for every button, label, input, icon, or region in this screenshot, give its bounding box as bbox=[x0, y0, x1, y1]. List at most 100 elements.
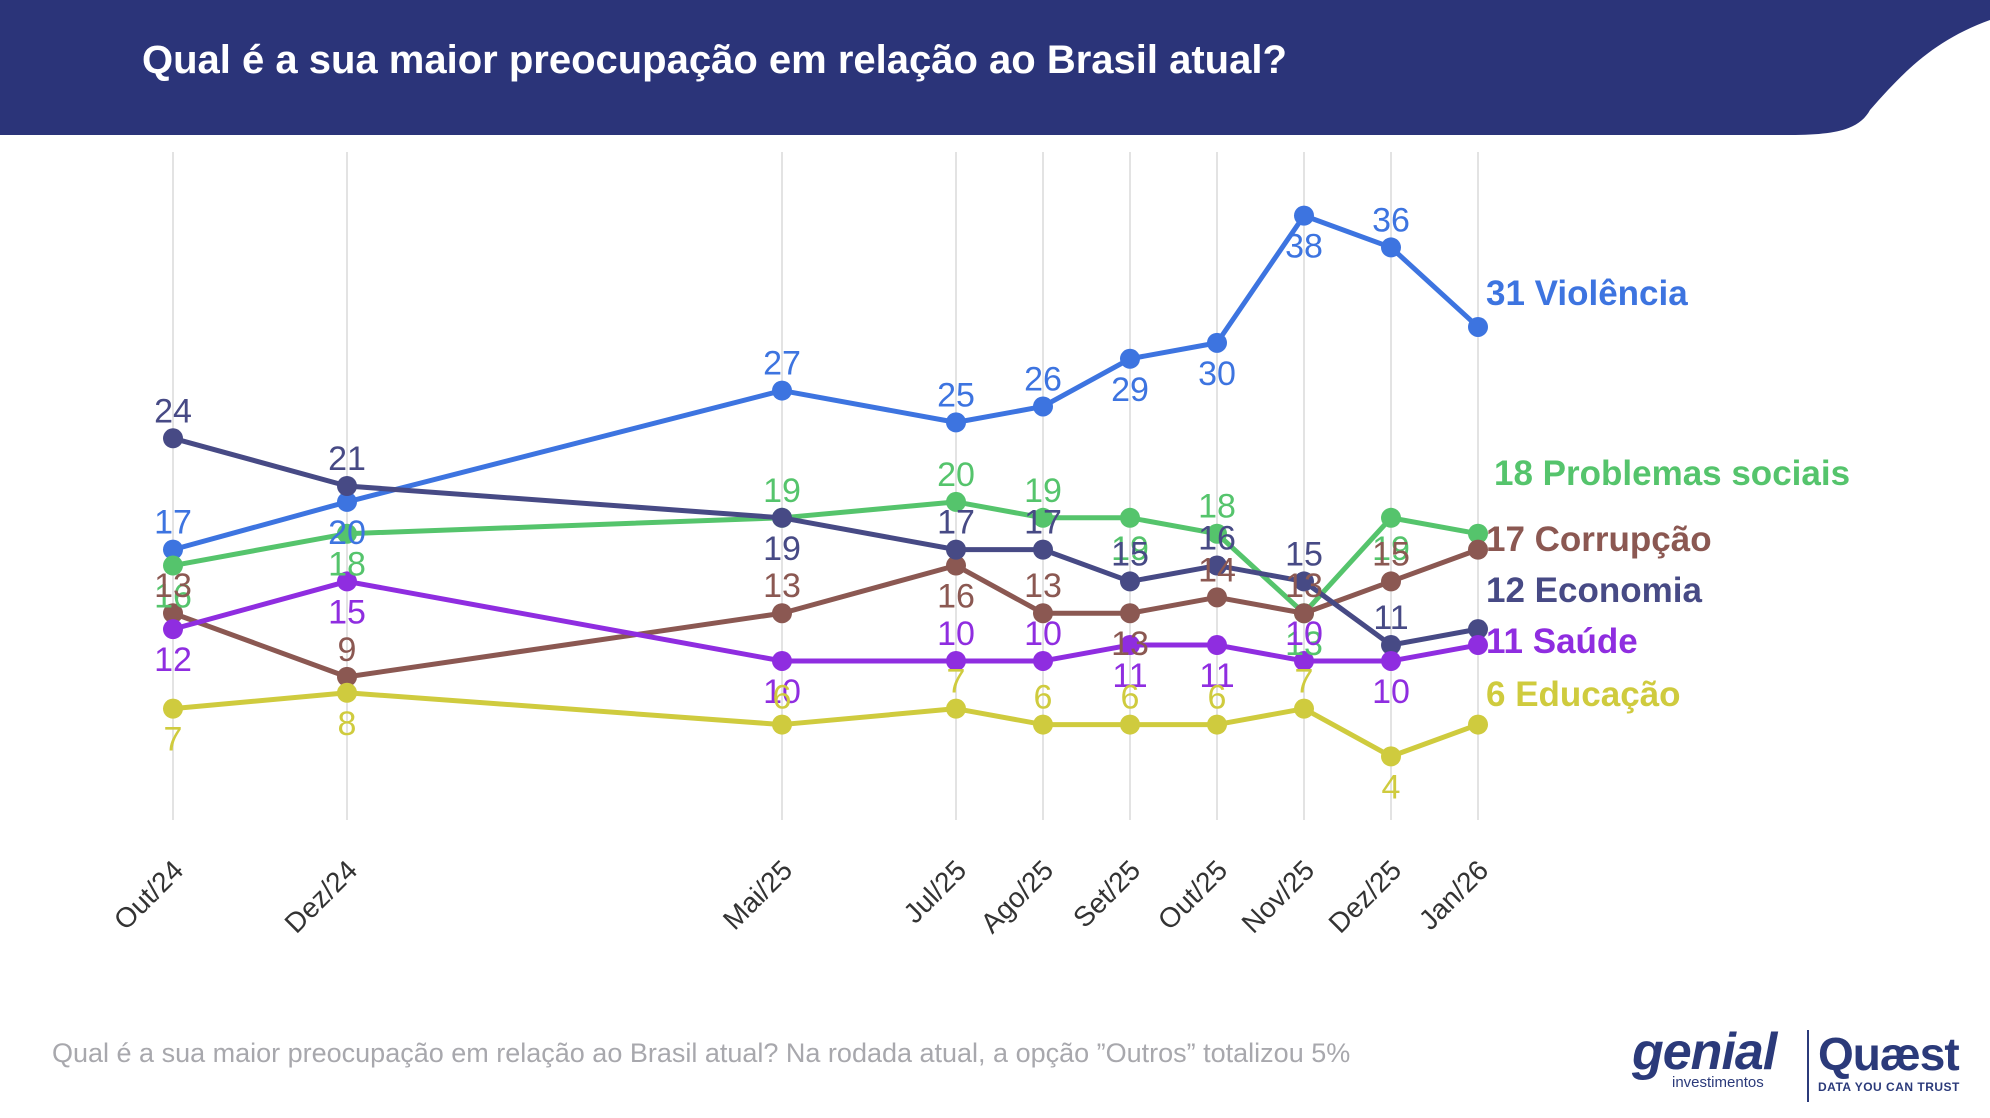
series-economia bbox=[163, 428, 1488, 656]
data-label: 7 bbox=[1295, 663, 1314, 701]
data-label: 18 bbox=[328, 546, 366, 584]
data-point bbox=[1381, 507, 1401, 528]
series-line bbox=[170, 690, 1481, 759]
data-label: 17 bbox=[937, 504, 975, 542]
series-line bbox=[170, 499, 1481, 616]
data-label: 10 bbox=[1024, 615, 1062, 653]
data-label: 19 bbox=[763, 472, 801, 510]
chart-series bbox=[163, 205, 1488, 767]
data-point bbox=[772, 603, 792, 624]
data-label: 19 bbox=[1111, 530, 1149, 568]
data-label: 13 bbox=[1285, 625, 1323, 663]
data-point bbox=[1468, 635, 1488, 656]
data-label: 13 bbox=[154, 567, 192, 605]
data-point bbox=[1294, 650, 1314, 671]
data-label: 13 bbox=[1285, 567, 1323, 605]
genial-logo-sub: investimentos bbox=[1672, 1074, 1764, 1091]
data-label: 16 bbox=[1198, 520, 1236, 558]
data-point bbox=[772, 507, 792, 528]
data-label: 20 bbox=[937, 456, 975, 494]
data-point bbox=[1381, 746, 1401, 767]
series-violência bbox=[163, 205, 1488, 560]
data-label: 14 bbox=[1198, 551, 1236, 589]
genial-logo-word: genial bbox=[1632, 1023, 1777, 1081]
data-point bbox=[1381, 635, 1401, 656]
data-label: 6 bbox=[1208, 679, 1227, 717]
data-label: 21 bbox=[328, 440, 366, 478]
data-point bbox=[1381, 237, 1401, 258]
series-saúde bbox=[163, 571, 1488, 671]
data-point bbox=[772, 714, 792, 735]
data-label: 13 bbox=[1111, 625, 1149, 663]
data-label: 6 bbox=[1121, 679, 1140, 717]
data-label: 25 bbox=[937, 376, 975, 414]
data-label: 7 bbox=[164, 721, 183, 759]
data-label: 38 bbox=[1285, 228, 1323, 266]
header-bar bbox=[0, 0, 1990, 135]
data-label: 8 bbox=[338, 705, 357, 743]
end-label-corrupção: 17 Corrupção bbox=[1486, 520, 1712, 559]
data-point bbox=[337, 571, 357, 592]
genial-logo: genial investimentos bbox=[1632, 1023, 1777, 1091]
data-label: 11 bbox=[1199, 657, 1234, 695]
x-tick-label: Set/25 bbox=[1067, 854, 1146, 933]
data-label: 6 bbox=[1034, 679, 1053, 717]
data-point bbox=[1207, 635, 1227, 656]
data-label: 12 bbox=[154, 641, 192, 679]
data-point bbox=[1294, 571, 1314, 592]
end-label-economia: 12 Economia bbox=[1486, 571, 1702, 610]
data-point bbox=[163, 698, 183, 719]
x-tick-label: Jul/25 bbox=[897, 854, 972, 929]
series-line bbox=[170, 578, 1481, 664]
data-point bbox=[1120, 714, 1140, 735]
end-label-problemas-sociais: 18 Problemas sociais bbox=[1494, 454, 1850, 493]
data-point bbox=[163, 428, 183, 449]
data-label: 16 bbox=[154, 578, 192, 616]
line-chart: Out/24 Dez/24 Mai/25 Jul/25 Ago/25 Set/25 Out/… bbox=[108, 152, 1850, 939]
data-point bbox=[946, 698, 966, 719]
data-point bbox=[1294, 603, 1314, 624]
data-label: 16 bbox=[937, 578, 975, 616]
data-label: 20 bbox=[328, 514, 366, 552]
data-label: 11 bbox=[1373, 599, 1408, 637]
x-tick-label: Out/25 bbox=[1152, 854, 1233, 935]
data-point bbox=[1033, 650, 1053, 671]
data-point bbox=[337, 682, 357, 703]
data-label: 6 bbox=[773, 679, 792, 717]
data-label: 17 bbox=[154, 504, 192, 542]
series-corrupção bbox=[163, 539, 1488, 687]
page-title: Qual é a sua maior preocupação em relaçã… bbox=[142, 38, 1287, 82]
data-label: 19 bbox=[1372, 530, 1410, 568]
series-line bbox=[170, 213, 1481, 553]
data-label: 7 bbox=[947, 663, 966, 701]
end-labels: 31 Violência 18 Problemas sociais 17 Corru… bbox=[1486, 274, 1850, 714]
data-point bbox=[1120, 603, 1140, 624]
data-point bbox=[772, 650, 792, 671]
data-label: 27 bbox=[763, 345, 801, 383]
quaest-logo-word: Quæst bbox=[1818, 1028, 1960, 1080]
x-tick-label: Out/24 bbox=[108, 854, 189, 935]
quaest-logo: Quæst DATA YOU CAN TRUST bbox=[1818, 1030, 1960, 1096]
data-label: 26 bbox=[1024, 360, 1062, 398]
data-label: 19 bbox=[763, 530, 801, 568]
data-point bbox=[163, 539, 183, 560]
data-point bbox=[163, 555, 183, 576]
data-label: 10 bbox=[1372, 673, 1410, 711]
x-tick-label: Dez/24 bbox=[279, 854, 364, 939]
data-point bbox=[772, 380, 792, 401]
footnote: Qual é a sua maior preocupação em relaçã… bbox=[52, 1038, 1351, 1068]
data-point bbox=[163, 603, 183, 624]
data-label: 9 bbox=[338, 631, 357, 669]
data-label: 13 bbox=[763, 567, 801, 605]
data-point bbox=[1468, 523, 1488, 544]
data-point bbox=[1207, 555, 1227, 576]
data-point bbox=[1468, 619, 1488, 640]
data-point bbox=[1120, 348, 1140, 369]
data-point bbox=[1468, 714, 1488, 735]
end-label-educação: 6 Educação bbox=[1486, 675, 1681, 714]
x-axis-ticks: Out/24 Dez/24 Mai/25 Jul/25 Ago/25 Set/25 Out/… bbox=[108, 854, 1494, 939]
logo-divider bbox=[1807, 1030, 1809, 1102]
data-point bbox=[337, 491, 357, 512]
data-label: 15 bbox=[1372, 535, 1410, 573]
data-point bbox=[1207, 523, 1227, 544]
